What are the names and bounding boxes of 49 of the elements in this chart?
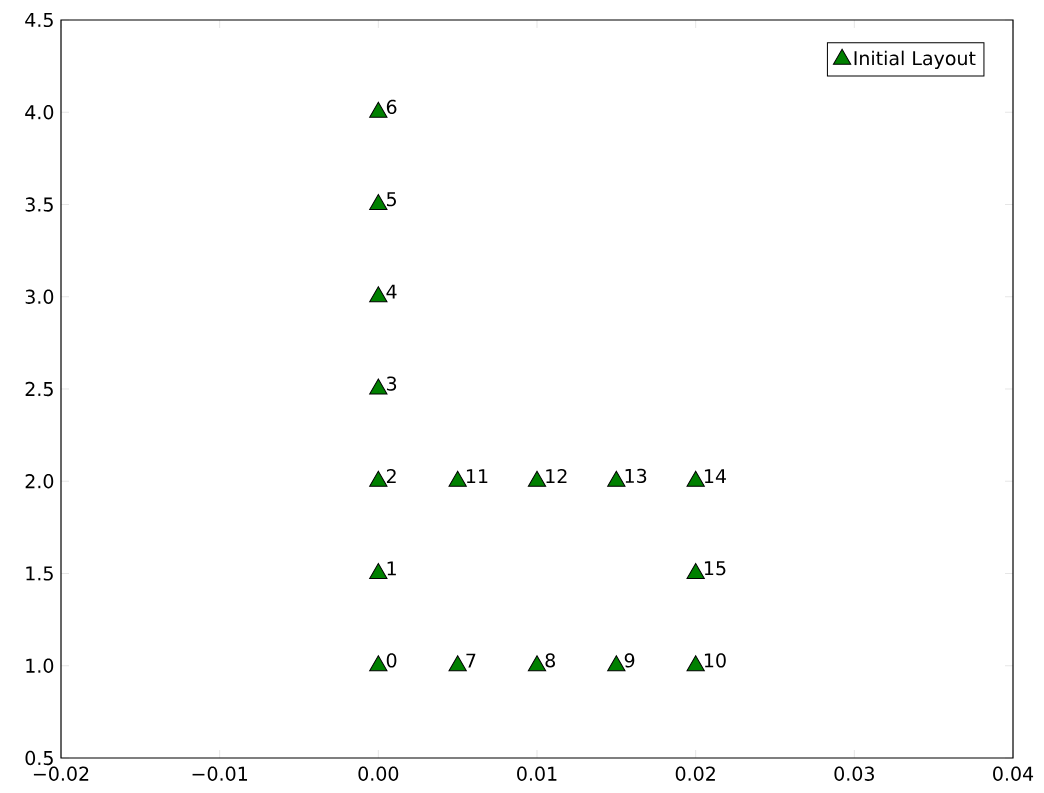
point bbox=[686, 563, 705, 579]
y-tick-label: 1.5 bbox=[26, 566, 53, 581]
y-tick-label: 4.0 bbox=[25, 105, 54, 120]
y-tick-label: 2.5 bbox=[25, 381, 53, 397]
point bbox=[369, 378, 388, 395]
annotation: 7 bbox=[466, 653, 476, 668]
y-tick-label: 3.5 bbox=[25, 197, 53, 212]
legend-label: Initial Layout bbox=[854, 50, 976, 70]
point bbox=[607, 655, 626, 672]
point bbox=[448, 470, 467, 487]
point bbox=[369, 286, 388, 303]
y-tick-label: 3.0 bbox=[25, 289, 54, 304]
point bbox=[448, 655, 467, 672]
annotation: 2 bbox=[386, 468, 396, 484]
point bbox=[369, 655, 388, 672]
annotation: 8 bbox=[545, 653, 555, 668]
annotation: 9 bbox=[624, 653, 635, 668]
x-tick-label: 0.03 bbox=[834, 766, 874, 781]
x-tick-label: 0.01 bbox=[517, 766, 557, 781]
point bbox=[686, 470, 705, 487]
annotation: 14 bbox=[704, 469, 726, 484]
annotation: 5 bbox=[387, 192, 396, 207]
x-tick-label: −0.02 bbox=[33, 766, 89, 781]
annotation: 13 bbox=[625, 468, 647, 484]
point bbox=[369, 470, 388, 487]
y-tick-label: 0.5 bbox=[25, 750, 53, 766]
x-tick-label: −0.01 bbox=[192, 766, 248, 781]
annotation: 15 bbox=[704, 561, 726, 576]
annotation: 11 bbox=[466, 469, 488, 484]
annotation: 0 bbox=[386, 653, 397, 668]
point bbox=[369, 194, 388, 210]
y-tick-label: 4.5 bbox=[25, 12, 53, 28]
point bbox=[369, 563, 388, 579]
annotation: 10 bbox=[704, 653, 726, 668]
x-tick-label: 0.00 bbox=[358, 766, 399, 781]
x-tick-label: 0.02 bbox=[675, 766, 715, 781]
point bbox=[527, 655, 547, 672]
annotation: 4 bbox=[386, 284, 397, 299]
annotation: 12 bbox=[546, 468, 567, 484]
y-tick-label: 1.0 bbox=[26, 658, 54, 673]
point bbox=[369, 101, 388, 118]
point bbox=[607, 470, 626, 487]
y-tick-label: 2.0 bbox=[25, 474, 54, 489]
point bbox=[686, 655, 705, 672]
point bbox=[527, 470, 547, 487]
annotation: 3 bbox=[386, 376, 397, 391]
annotation: 6 bbox=[386, 99, 397, 115]
annotation: 1 bbox=[387, 561, 396, 576]
x-tick-label: 0.04 bbox=[993, 766, 1034, 781]
